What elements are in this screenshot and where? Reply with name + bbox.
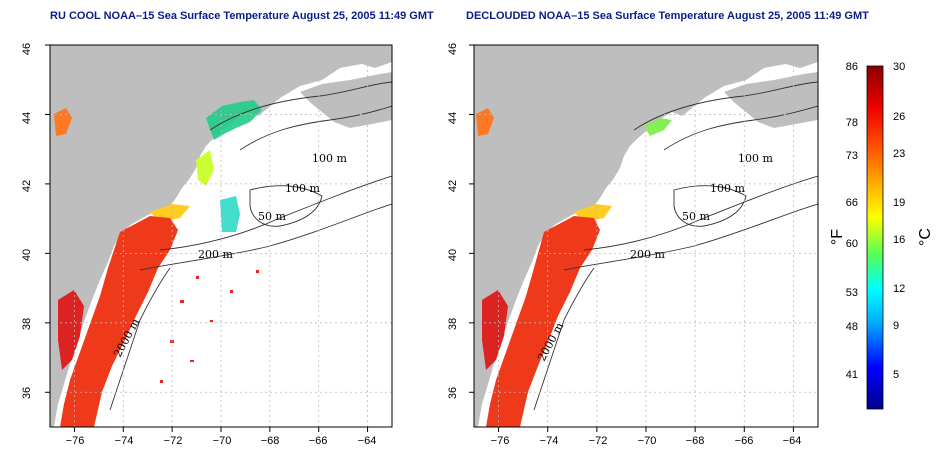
bathymetry-contours [109,81,392,411]
fahrenheit-tick: 41 [846,369,858,381]
celsius-unit-label: °C [917,228,934,246]
contour-label: 100 m [312,152,347,165]
lat-tick-label: 36 [447,387,459,399]
contour-label: 100 m [710,182,745,195]
contour-label: 200 m [630,248,665,261]
lon-tick-label: −68 [261,435,280,447]
right-lat-axis: 46 44 42 40 38 36 [447,43,459,399]
fahrenheit-tick: 60 [846,238,858,250]
sst-bay-warm [482,290,508,370]
lon-tick-label: −74 [115,435,134,447]
lat-tick-label: 40 [21,249,33,261]
lat-tick-label: 38 [447,318,459,330]
celsius-tick: 23 [893,148,905,160]
lon-tick-label: −64 [783,435,802,447]
sst-cape-cod [196,150,214,186]
lat-tick-label: 42 [447,180,459,192]
lon-tick-label: −72 [589,435,608,447]
right-map-title: DECLOUDED NOAA–15 Sea Surface Temperatur… [466,10,869,22]
contour-label: 100 m [738,152,773,165]
sst-orange-patch [476,108,494,136]
celsius-tick: 26 [893,111,905,123]
sst-orange-patch [54,108,72,136]
celsius-tick: 30 [893,61,905,73]
right-graticule [474,45,818,427]
lon-tick-label: −70 [638,435,657,447]
colorbar-celsius-ticks: 30 26 23 19 16 12 9 5 [893,61,905,381]
fahrenheit-tick: 78 [846,117,858,129]
colorbar-fahrenheit-ticks: 86 78 73 66 60 53 48 41 [846,61,858,381]
contour-label: 50 m [258,210,286,223]
sst-gulf-maine [644,118,672,136]
left-lon-axis: −76 −74 −72 −70 −68 −66 −64 [66,435,377,447]
celsius-tick: 12 [893,283,905,295]
left-map-panel: 100 m 100 m 50 m 200 m 2000 m 46 44 42 4… [21,43,393,447]
lon-tick-label: −76 [66,435,85,447]
left-graticule [50,45,392,427]
lat-tick-label: 46 [447,43,459,55]
celsius-tick: 9 [893,320,899,332]
lon-tick-label: −64 [358,435,377,447]
bathymetry-contours [533,81,818,411]
contour-label: 100 m [285,182,320,195]
celsius-tick: 5 [893,369,899,381]
lat-tick-label: 40 [447,249,459,261]
fahrenheit-unit-label: °F [829,229,846,245]
contour-label: 200 m [198,248,233,261]
right-map-panel: 100 m 100 m 50 m 200 m 2000 m 46 44 42 4… [447,43,819,447]
colorbar-gradient [866,65,884,410]
left-lat-axis: 46 44 42 40 38 36 [21,43,33,399]
lat-tick-label: 38 [21,318,33,330]
fahrenheit-tick: 73 [846,150,858,162]
land-mass [474,45,818,427]
sst-cold-patch [220,196,240,232]
sst-gulf-maine [206,100,262,140]
lon-tick-label: −66 [735,435,754,447]
lon-tick-label: −74 [540,435,559,447]
colorbar: 86 78 73 66 60 53 48 41 30 26 23 19 16 1… [829,61,934,410]
celsius-tick: 16 [893,234,905,246]
lon-tick-label: −72 [164,435,183,447]
sst-bay-warm [58,290,84,370]
lon-tick-label: −70 [213,435,232,447]
land-mass [50,45,392,427]
right-lon-axis: −76 −74 −72 −70 −68 −66 −64 [491,435,802,447]
lat-tick-label: 44 [21,112,33,124]
lat-tick-label: 36 [21,387,33,399]
fahrenheit-tick: 66 [846,197,858,209]
lat-tick-label: 46 [21,43,33,55]
lon-tick-label: −76 [491,435,510,447]
celsius-tick: 19 [893,197,905,209]
left-map-title: RU COOL NOAA–15 Sea Surface Temperature … [50,10,434,22]
fahrenheit-tick: 48 [846,321,858,333]
fahrenheit-tick: 86 [846,61,858,73]
lon-tick-label: −68 [686,435,705,447]
lon-tick-label: −66 [309,435,328,447]
contour-label: 50 m [682,210,710,223]
lat-tick-label: 44 [447,112,459,124]
fahrenheit-tick: 53 [846,287,858,299]
lat-tick-label: 42 [21,180,33,192]
